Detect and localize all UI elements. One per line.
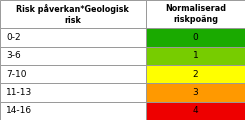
Bar xyxy=(146,0,245,28)
Bar xyxy=(0,0,146,28)
Bar xyxy=(0,102,146,120)
Bar xyxy=(0,83,146,102)
Text: 7-10: 7-10 xyxy=(6,70,27,79)
Bar xyxy=(0,47,146,65)
Text: 3-6: 3-6 xyxy=(6,51,21,60)
Text: 4: 4 xyxy=(193,106,198,115)
Bar xyxy=(146,28,245,47)
Bar xyxy=(0,28,146,47)
Text: 1: 1 xyxy=(193,51,198,60)
Text: 0: 0 xyxy=(193,33,198,42)
Bar xyxy=(146,102,245,120)
Bar xyxy=(146,65,245,83)
Text: 3: 3 xyxy=(193,88,198,97)
Text: 2: 2 xyxy=(193,70,198,79)
Text: Normaliserad
riskpoäng: Normaliserad riskpoäng xyxy=(165,4,226,24)
Bar xyxy=(146,83,245,102)
Text: 14-16: 14-16 xyxy=(6,106,32,115)
Text: Risk påverkan*Geologisk
risk: Risk påverkan*Geologisk risk xyxy=(16,4,129,25)
Bar xyxy=(146,47,245,65)
Text: 11-13: 11-13 xyxy=(6,88,32,97)
Bar xyxy=(0,65,146,83)
Text: 0-2: 0-2 xyxy=(6,33,21,42)
